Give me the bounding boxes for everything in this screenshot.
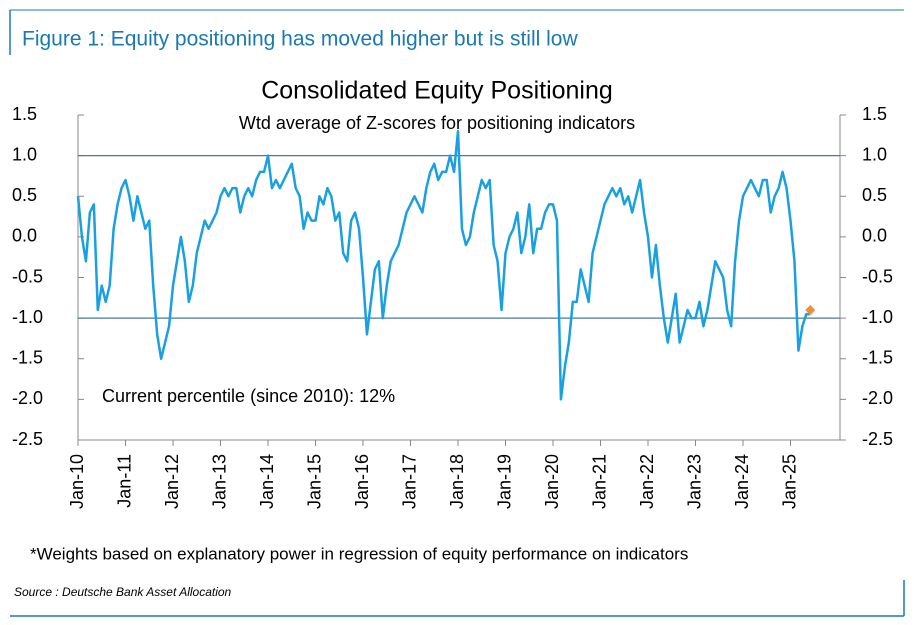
- y2-tick-label: -1.0: [862, 307, 893, 327]
- y-tick-label: 0.0: [12, 226, 37, 246]
- x-tick-label: Jan-22: [637, 454, 657, 509]
- annotation: Current percentile (since 2010): 12%: [102, 386, 395, 406]
- y-tick-label: 1.5: [12, 104, 37, 124]
- x-tick-label: Jan-21: [589, 454, 609, 509]
- y-tick-label: -2.0: [12, 388, 43, 408]
- y-tick-label: -1.5: [12, 348, 43, 368]
- y2-tick-label: -0.5: [862, 266, 893, 286]
- current-marker: [805, 305, 816, 315]
- footnote: *Weights based on explanatory power in r…: [30, 544, 688, 563]
- y2-tick-label: -2.5: [862, 429, 893, 449]
- source: Source : Deutsche Bank Asset Allocation: [14, 585, 232, 599]
- y-tick-label: -0.5: [12, 266, 43, 286]
- y2-tick-label: 1.0: [862, 144, 887, 164]
- x-tick-label: Jan-25: [779, 454, 799, 509]
- x-tick-label: Jan-19: [494, 454, 514, 509]
- x-tick-label: Jan-11: [114, 454, 134, 508]
- chart-subtitle: Wtd average of Z-scores for positioning …: [239, 113, 635, 133]
- x-tick-label: Jan-13: [209, 454, 229, 509]
- x-tick-label: Jan-17: [399, 454, 419, 509]
- x-tick-label: Jan-14: [257, 454, 277, 509]
- y2-tick-label: -2.0: [862, 388, 893, 408]
- y-tick-label: 1.0: [12, 144, 37, 164]
- series-line: [76, 130, 811, 401]
- y-tick-label: -1.0: [12, 307, 43, 327]
- x-tick-label: Jan-12: [162, 454, 182, 509]
- y-tick-label: 0.5: [12, 185, 37, 205]
- y2-tick-label: -1.5: [862, 348, 893, 368]
- y2-tick-label: 1.5: [862, 104, 887, 124]
- x-tick-label: Jan-24: [732, 454, 752, 509]
- y-tick-label: -2.5: [12, 429, 43, 449]
- y2-tick-label: 0.5: [862, 185, 887, 205]
- x-tick-label: Jan-18: [447, 454, 467, 509]
- x-tick-label: Jan-16: [352, 454, 372, 509]
- chart-title: Consolidated Equity Positioning: [261, 77, 613, 105]
- x-tick-label: Jan-10: [67, 454, 87, 509]
- y2-tick-label: 0.0: [862, 226, 887, 246]
- x-tick-label: Jan-23: [684, 454, 704, 509]
- x-tick-label: Jan-20: [542, 454, 562, 509]
- figure-title: Figure 1: Equity positioning has moved h…: [22, 28, 578, 51]
- x-tick-label: Jan-15: [304, 454, 324, 509]
